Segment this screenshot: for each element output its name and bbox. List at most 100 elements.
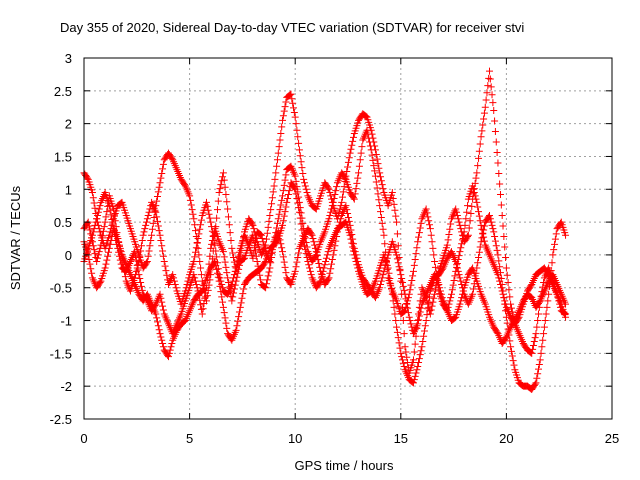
plot-frame (83, 57, 613, 420)
data-point (493, 149, 501, 157)
data-point (346, 221, 354, 229)
data-point (218, 280, 226, 288)
data-point (407, 281, 415, 289)
data-point (94, 251, 102, 259)
data-point (395, 339, 403, 347)
data-point (293, 126, 301, 134)
data-point (354, 174, 362, 182)
data-point (87, 265, 95, 273)
data-point (399, 317, 407, 325)
data-point (527, 282, 535, 290)
data-point (295, 208, 303, 216)
data-point (279, 192, 287, 200)
data-point (328, 202, 336, 210)
data-point (158, 170, 166, 178)
data-point (194, 287, 202, 295)
data-point (156, 231, 164, 239)
data-point (212, 247, 220, 255)
data-point (278, 123, 286, 131)
data-point (535, 361, 543, 369)
data-point (293, 194, 301, 202)
data-point (419, 338, 427, 346)
data-point (483, 89, 491, 97)
data-point (435, 280, 443, 288)
data-point (293, 183, 301, 191)
data-point (373, 184, 381, 192)
data-point (459, 287, 467, 295)
data-point (498, 287, 506, 295)
data-point (83, 174, 91, 182)
data-point (479, 229, 487, 237)
data-point (456, 300, 464, 308)
data-point (499, 222, 507, 230)
data-point (305, 261, 313, 269)
data-point (213, 214, 221, 222)
data-point (486, 212, 494, 220)
data-point (378, 274, 386, 282)
data-point (451, 314, 459, 322)
data-point (444, 236, 452, 244)
data-point (276, 206, 284, 214)
data-point (115, 252, 123, 260)
data-point (385, 269, 393, 277)
data-point (143, 257, 151, 265)
data-point (476, 243, 484, 251)
data-point (503, 319, 511, 327)
data-point (137, 278, 145, 286)
data-point (259, 238, 267, 246)
data-point (159, 165, 167, 173)
data-point (267, 206, 275, 214)
data-point (131, 274, 139, 282)
data-point (139, 231, 147, 239)
data-point (292, 263, 300, 271)
data-point (235, 308, 243, 316)
data-point (280, 212, 288, 220)
data-point (292, 120, 300, 128)
data-point (464, 202, 472, 210)
data-point (549, 251, 557, 259)
data-point (556, 219, 564, 227)
data-point (104, 252, 112, 260)
data-point (414, 362, 422, 370)
data-point (153, 197, 161, 205)
data-point (337, 215, 345, 223)
data-point (202, 284, 210, 292)
data-point (491, 237, 499, 245)
data-point (85, 222, 93, 230)
data-point (187, 201, 195, 209)
data-point (112, 236, 120, 244)
data-point (325, 185, 333, 193)
data-point (109, 220, 117, 228)
data-point (234, 269, 242, 277)
data-point (203, 202, 211, 210)
data-point (227, 236, 235, 244)
data-point (282, 171, 290, 179)
data-point (333, 228, 341, 236)
data-point (362, 112, 370, 120)
data-point (277, 201, 285, 209)
data-point (194, 244, 202, 252)
data-point (91, 221, 99, 229)
data-point (170, 277, 178, 285)
data-point (491, 128, 499, 136)
data-point (235, 252, 243, 260)
data-point (217, 181, 225, 189)
data-point (431, 257, 439, 265)
data-point (197, 216, 205, 224)
data-point (402, 348, 410, 356)
data-point (281, 176, 289, 184)
data-point (291, 172, 299, 180)
data-point (392, 317, 400, 325)
data-point (297, 209, 305, 217)
data-point (297, 220, 305, 228)
data-point (285, 187, 293, 195)
y-tick-label: 0.5 (54, 215, 72, 230)
data-point (279, 253, 287, 261)
data-point (219, 248, 227, 256)
data-point (479, 121, 487, 129)
y-tick-label: -0.5 (50, 281, 72, 296)
x-axis-label: GPS time / hours (295, 458, 394, 473)
x-tick-label: 25 (605, 431, 619, 446)
data-point (500, 233, 508, 241)
data-point (294, 199, 302, 207)
